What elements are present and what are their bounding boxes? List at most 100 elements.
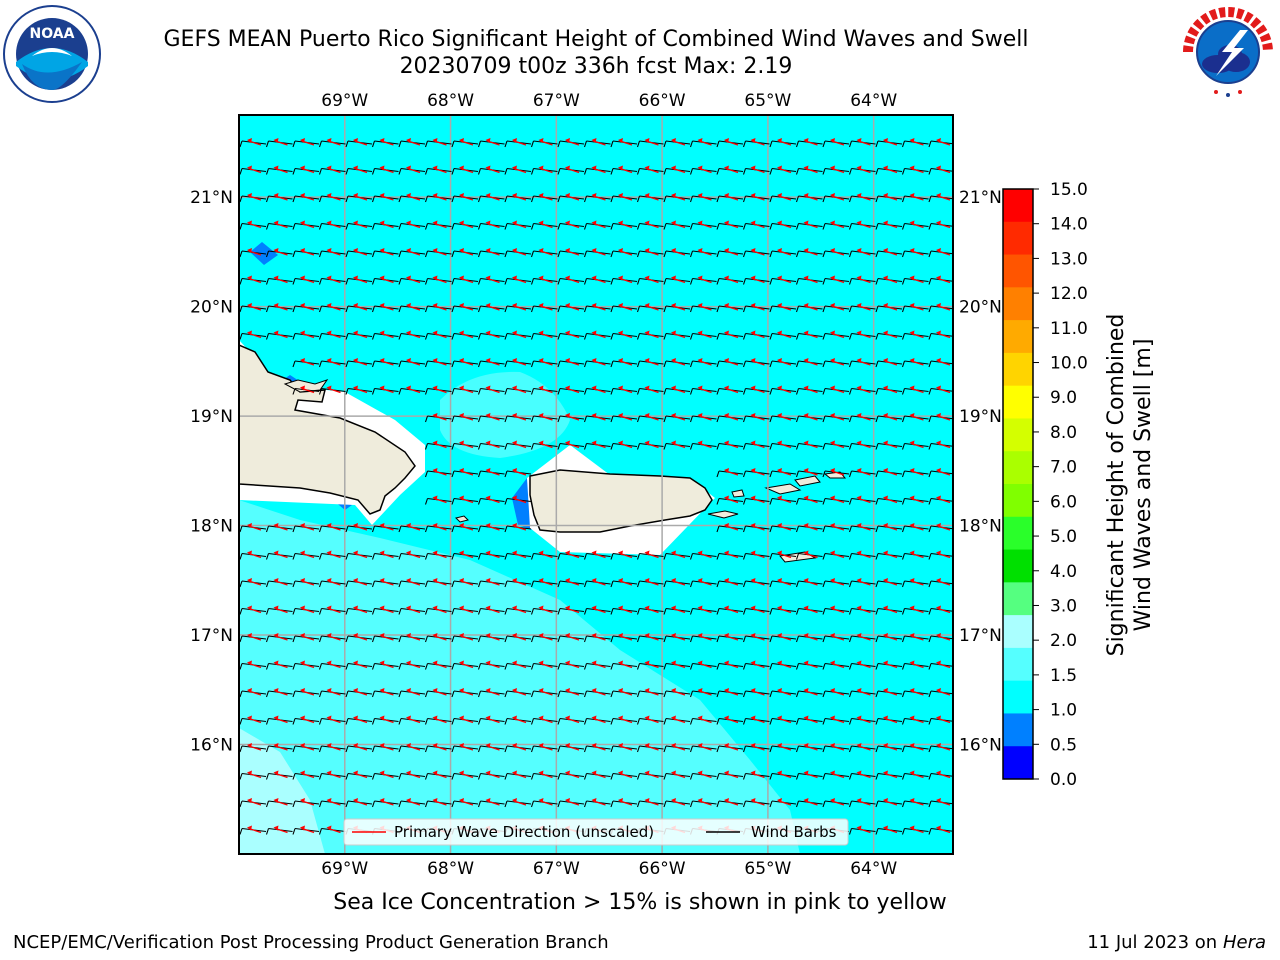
vector-356 xyxy=(345,550,373,560)
vector-151 xyxy=(663,275,691,285)
vector-89 xyxy=(451,220,479,230)
vector-594 xyxy=(928,770,953,780)
footer-org: NCEP/EMC/Verification Post Processing Pr… xyxy=(13,932,609,953)
colorbar-segment-17 xyxy=(1003,746,1033,780)
vector-419 xyxy=(583,605,611,615)
vector-535 xyxy=(795,715,823,725)
vector-226 xyxy=(557,358,585,368)
vector-146 xyxy=(530,275,558,285)
vector-54 xyxy=(239,193,267,203)
vector-431 xyxy=(901,605,929,615)
vector-260 xyxy=(795,385,823,395)
vector-1 xyxy=(265,138,293,148)
vector-430 xyxy=(875,605,903,615)
vector-476 xyxy=(663,660,691,670)
vector-242 xyxy=(318,385,346,395)
vector-158 xyxy=(848,275,876,285)
colorbar-tick-label-5: 10.0 xyxy=(1050,354,1088,374)
vector-28 xyxy=(265,165,293,175)
vector-425 xyxy=(742,605,770,615)
vector-587 xyxy=(742,770,770,780)
vector-619 xyxy=(875,798,903,808)
chart-subtitle: 20230709 t00z 336h fcst Max: 2.19 xyxy=(399,54,793,79)
vector-468 xyxy=(451,660,479,670)
vector-92 xyxy=(530,220,558,230)
vector-513 xyxy=(928,688,953,698)
lon-label-top-5: 64°W xyxy=(850,91,897,111)
vector-280 xyxy=(795,413,823,423)
footer-date: 11 Jul 2023 on Hera xyxy=(1087,932,1266,953)
vector-464 xyxy=(345,660,373,670)
colorbar-tick-label-16: 0.5 xyxy=(1050,735,1077,755)
vector-21 xyxy=(795,138,823,148)
vector-314 xyxy=(822,468,850,478)
vector-498 xyxy=(530,688,558,698)
vector-2 xyxy=(292,138,320,148)
footer-date-text: 11 Jul 2023 on xyxy=(1087,932,1218,953)
vector-615 xyxy=(769,798,797,808)
vector-257 xyxy=(716,385,744,395)
vector-83 xyxy=(292,220,320,230)
culebra-island xyxy=(731,489,745,498)
vector-191 xyxy=(292,330,320,340)
vector-53 xyxy=(928,165,953,175)
lon-label-top-1: 68°W xyxy=(427,91,474,111)
vector-393 xyxy=(610,578,638,588)
colorbar-frame xyxy=(1002,188,1034,780)
vector-310 xyxy=(716,468,744,478)
vector-164 xyxy=(292,303,320,313)
vector-194 xyxy=(371,330,399,340)
vector-196 xyxy=(424,330,452,340)
vector-373 xyxy=(795,550,823,560)
vector-74 xyxy=(769,193,797,203)
vector-401 xyxy=(822,578,850,588)
vector-481 xyxy=(795,660,823,670)
vector-18 xyxy=(716,138,744,148)
vector-185 xyxy=(848,303,876,313)
vector-510 xyxy=(848,688,876,698)
wave-height-1-5-region xyxy=(239,500,800,854)
vector-529 xyxy=(636,715,664,725)
vector-56 xyxy=(292,193,320,203)
lon-label-bottom-5: 64°W xyxy=(850,859,897,879)
lon-label-bottom-0: 69°W xyxy=(321,859,368,879)
vector-106 xyxy=(901,220,929,230)
vector-118 xyxy=(504,248,532,258)
vector-470 xyxy=(504,660,532,670)
vector-110 xyxy=(292,248,320,258)
colorbar-segment-5 xyxy=(1003,352,1033,387)
colorbar-tick-label-14: 1.5 xyxy=(1050,666,1077,686)
vector-485 xyxy=(901,660,929,670)
vector-265 xyxy=(928,385,953,395)
vector-388 xyxy=(477,578,505,588)
vector-135 xyxy=(239,275,267,285)
vector-130 xyxy=(822,248,850,258)
vector-252 xyxy=(583,385,611,395)
vector-525 xyxy=(530,715,558,725)
vector-477 xyxy=(689,660,717,670)
vector-12 xyxy=(557,138,585,148)
vector-576 xyxy=(451,770,479,780)
vector-575 xyxy=(424,770,452,780)
vector-51 xyxy=(875,165,903,175)
lon-label-top-0: 69°W xyxy=(321,91,368,111)
vector-487 xyxy=(239,688,267,698)
vector-90 xyxy=(477,220,505,230)
vector-190 xyxy=(265,330,293,340)
colorbar-tick-label-17: 0.0 xyxy=(1050,770,1077,790)
vector-55 xyxy=(265,193,293,203)
vector-206 xyxy=(689,330,717,340)
vector-313 xyxy=(795,468,823,478)
vector-256 xyxy=(689,385,717,395)
vector-26 xyxy=(928,138,953,148)
lon-label-bottom-4: 65°W xyxy=(744,859,791,879)
vector-177 xyxy=(636,303,664,313)
vector-532 xyxy=(716,715,744,725)
legend-wave-label: Primary Wave Direction (unscaled) xyxy=(394,823,654,841)
vector-262 xyxy=(848,385,876,395)
vector-272 xyxy=(583,413,611,423)
vector-303 xyxy=(875,440,903,450)
lat-label-right-0: 21°N xyxy=(959,188,1002,208)
vector-559 xyxy=(716,743,744,753)
vector-24 xyxy=(875,138,903,148)
